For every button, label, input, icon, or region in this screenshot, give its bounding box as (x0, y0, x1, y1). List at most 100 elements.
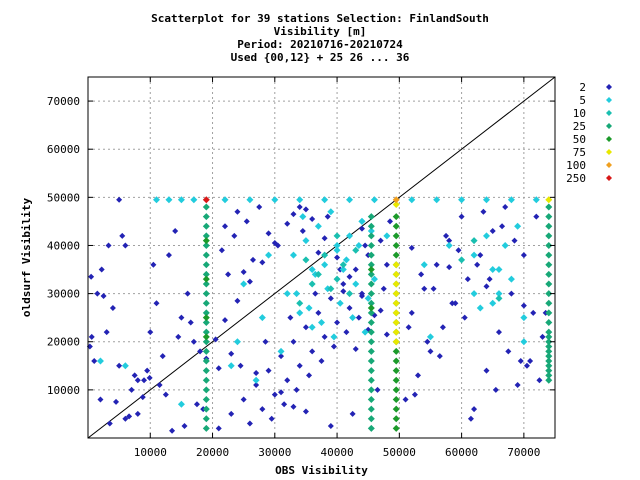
data-point (517, 357, 524, 364)
data-point (240, 280, 248, 288)
data-point (352, 266, 359, 273)
data-point (367, 266, 375, 274)
data-point (420, 261, 428, 269)
data-point (334, 254, 341, 261)
data-point (489, 228, 496, 235)
data-point (545, 362, 553, 370)
data-point (141, 377, 148, 384)
data-point (545, 290, 553, 298)
data-point (392, 222, 400, 230)
data-point (327, 422, 334, 429)
data-point (202, 261, 210, 269)
data-point (126, 413, 133, 420)
plot-frame (87, 76, 556, 439)
legend-label: 5 (579, 94, 586, 107)
data-point (352, 345, 359, 352)
data-point (545, 222, 553, 230)
data-point (165, 252, 172, 259)
data-point (293, 290, 301, 298)
diagonal-line (87, 76, 556, 439)
data-point (424, 338, 431, 345)
x-tick-label: 40000 (321, 446, 354, 459)
data-point (202, 196, 210, 204)
data-point (514, 382, 521, 389)
data-point (392, 424, 400, 432)
title-line-1: Scatterplot for 39 stations Selection: F… (151, 12, 489, 25)
y-tick-label: 40000 (47, 239, 80, 252)
data-point (470, 290, 478, 298)
data-point (367, 299, 375, 307)
data-point (367, 227, 375, 235)
data-point (545, 261, 553, 269)
data-point (327, 208, 335, 216)
data-point (88, 273, 95, 280)
data-point (501, 241, 509, 249)
data-point (470, 251, 478, 259)
data-point (296, 309, 304, 317)
title-line-2: Visibility [m] (273, 25, 367, 38)
x-tick-label: 70000 (507, 446, 540, 459)
data-point (464, 276, 471, 283)
data-point (190, 338, 197, 345)
legend-marker (606, 136, 612, 142)
data-point (480, 208, 487, 215)
data-point (402, 396, 409, 403)
data-point (169, 427, 176, 434)
data-point (202, 328, 210, 336)
data-point (364, 294, 372, 302)
data-point (202, 232, 210, 240)
data-point (367, 424, 375, 432)
data-point (346, 305, 353, 312)
data-point (262, 338, 269, 345)
data-point (545, 203, 553, 211)
data-point (271, 391, 278, 398)
data-point (308, 280, 316, 288)
data-point (97, 396, 104, 403)
data-point (202, 213, 210, 221)
data-point (202, 270, 210, 278)
data-point (446, 237, 453, 244)
data-point (293, 386, 300, 393)
data-point (539, 333, 546, 340)
data-point (221, 223, 228, 230)
data-point (302, 206, 309, 213)
data-point (290, 338, 297, 345)
data-point (495, 294, 503, 302)
data-point (355, 314, 362, 321)
data-point (302, 324, 309, 331)
data-point (177, 196, 185, 204)
data-point (306, 372, 313, 379)
series-25 (202, 203, 553, 432)
data-point (172, 228, 179, 235)
data-point (340, 288, 347, 295)
data-point (302, 237, 310, 245)
data-point (523, 362, 530, 369)
data-point (202, 280, 210, 288)
data-point (197, 348, 204, 355)
data-point (321, 333, 328, 340)
data-point (367, 222, 375, 230)
legend-marker (606, 123, 612, 129)
data-point (271, 240, 278, 247)
data-point (215, 365, 222, 372)
data-point (202, 338, 210, 346)
data-point (392, 309, 400, 317)
data-point (520, 252, 527, 259)
data-point (545, 270, 553, 278)
data-point (370, 196, 378, 204)
data-point (346, 273, 353, 280)
data-point (461, 314, 468, 321)
data-point (202, 222, 210, 230)
data-point (240, 396, 247, 403)
data-point (367, 415, 375, 423)
data-point (202, 357, 210, 365)
data-point (228, 410, 235, 417)
data-point (308, 266, 316, 274)
data-point (507, 275, 515, 283)
data-point (221, 196, 229, 204)
data-point (153, 300, 160, 307)
data-point (318, 318, 325, 326)
data-point (290, 211, 297, 218)
data-point (367, 318, 375, 326)
data-point (259, 406, 266, 413)
